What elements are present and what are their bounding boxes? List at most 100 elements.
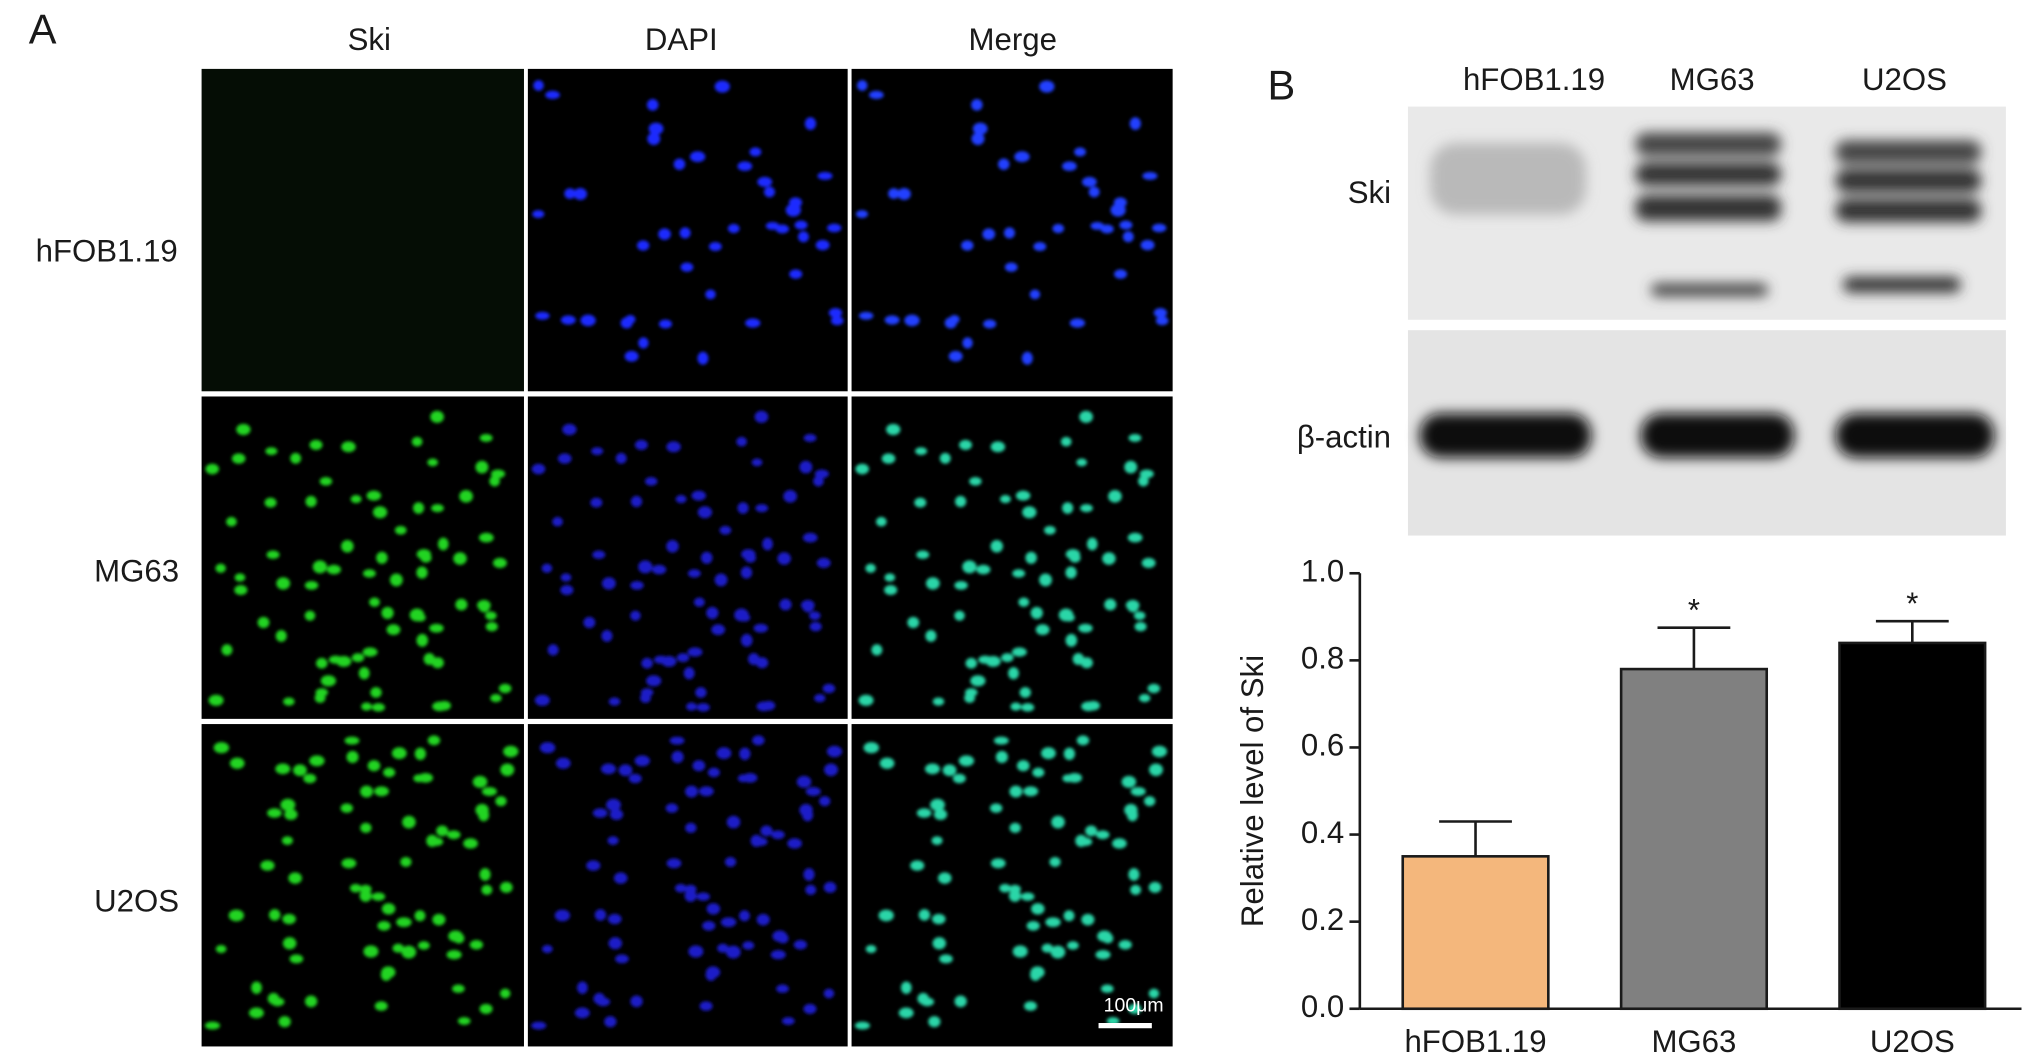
nucleus (917, 992, 929, 1005)
nucleus (562, 423, 577, 436)
nucleus (696, 703, 710, 712)
nucleus (931, 836, 943, 845)
nucleus (283, 697, 295, 706)
nucleus (737, 161, 753, 172)
nucleus (1097, 930, 1112, 942)
nucleus (830, 316, 844, 326)
nucleus (1155, 316, 1169, 326)
nucleus (360, 822, 372, 833)
nucleus (309, 755, 325, 767)
nucleus (937, 872, 952, 884)
nucleus (361, 702, 373, 711)
nucleus (990, 441, 1006, 453)
nucleus (803, 1003, 817, 1014)
nucleus (644, 476, 658, 486)
y-tick-label: 0.6 (1301, 728, 1344, 763)
nucleus (749, 147, 762, 157)
nucleus (1125, 600, 1140, 611)
nucleus (915, 447, 928, 456)
nucleus (1052, 223, 1065, 234)
nucleus (932, 697, 945, 706)
nucleus (1121, 775, 1137, 788)
nucleus (675, 883, 687, 893)
nucleus (535, 311, 550, 320)
nucleus (751, 458, 763, 467)
nucleus (1001, 653, 1014, 663)
nucleus (925, 629, 937, 642)
western-blot: hFOB1.19 MG63 U2OS Ski β-actin (1297, 62, 2006, 536)
nucleus (930, 798, 945, 811)
nucleus (1022, 506, 1037, 519)
nucleus (1080, 657, 1093, 669)
nucleus (865, 944, 877, 954)
nucleus (615, 452, 627, 464)
nucleus (685, 785, 699, 798)
nucleus (962, 560, 977, 574)
nucleus (999, 883, 1011, 893)
nucleus (1064, 613, 1075, 622)
nucleus (745, 318, 761, 328)
nucleus (446, 950, 462, 960)
nucleus (1009, 822, 1021, 833)
nucleus (266, 550, 280, 559)
nucleus (714, 573, 728, 587)
nucleus (1078, 623, 1093, 633)
nucleus (455, 598, 468, 611)
nucleus (925, 577, 940, 590)
nucleus (289, 954, 304, 964)
nucleus (1112, 838, 1127, 849)
nucleus (863, 742, 880, 754)
nucleus (757, 176, 773, 187)
nucleus (594, 909, 607, 921)
nucleus (954, 995, 967, 1008)
nucleus (500, 881, 513, 893)
nucleus (608, 937, 623, 950)
bar (1838, 641, 1987, 1011)
nucleus (215, 563, 226, 573)
nucleus (952, 773, 966, 784)
nucleus (687, 647, 703, 657)
micrograph (527, 396, 848, 719)
nucleus (765, 222, 780, 230)
nucleus (383, 767, 396, 778)
nucleus (205, 463, 220, 475)
nucleus (608, 697, 621, 706)
nucleus (288, 872, 302, 884)
nucleus (396, 917, 412, 928)
nucleus (453, 552, 467, 565)
nucleus (463, 838, 478, 849)
nucleus (1045, 917, 1061, 928)
nucleus (1075, 834, 1087, 847)
nucleus (577, 981, 588, 995)
nucleus (278, 1016, 291, 1028)
nucleus (1033, 242, 1047, 252)
nucleus (1063, 910, 1075, 922)
nucleus (615, 954, 629, 964)
nucleus (819, 796, 831, 807)
nucleus (248, 1007, 264, 1019)
bands (1419, 132, 1995, 458)
nucleus (793, 940, 808, 950)
nucleus (372, 506, 388, 519)
nucleus (341, 441, 356, 453)
nucleus (687, 569, 701, 578)
nucleus (268, 909, 281, 921)
nucleus (359, 889, 372, 902)
nucleus (998, 158, 1010, 170)
nucleus (875, 516, 887, 527)
nucleus (592, 550, 606, 559)
nucleus (796, 775, 812, 788)
nucleus (855, 210, 868, 219)
nucleus (648, 122, 664, 135)
nucleus (781, 1017, 795, 1025)
nucleus (1148, 881, 1162, 893)
nucleus (1085, 825, 1098, 837)
nucleus (1095, 830, 1110, 840)
nucleus (418, 772, 434, 783)
nucleus (459, 490, 473, 503)
nucleus (924, 763, 940, 775)
nucleus (976, 564, 991, 575)
nucleus (640, 692, 651, 704)
nucleus (260, 860, 275, 871)
